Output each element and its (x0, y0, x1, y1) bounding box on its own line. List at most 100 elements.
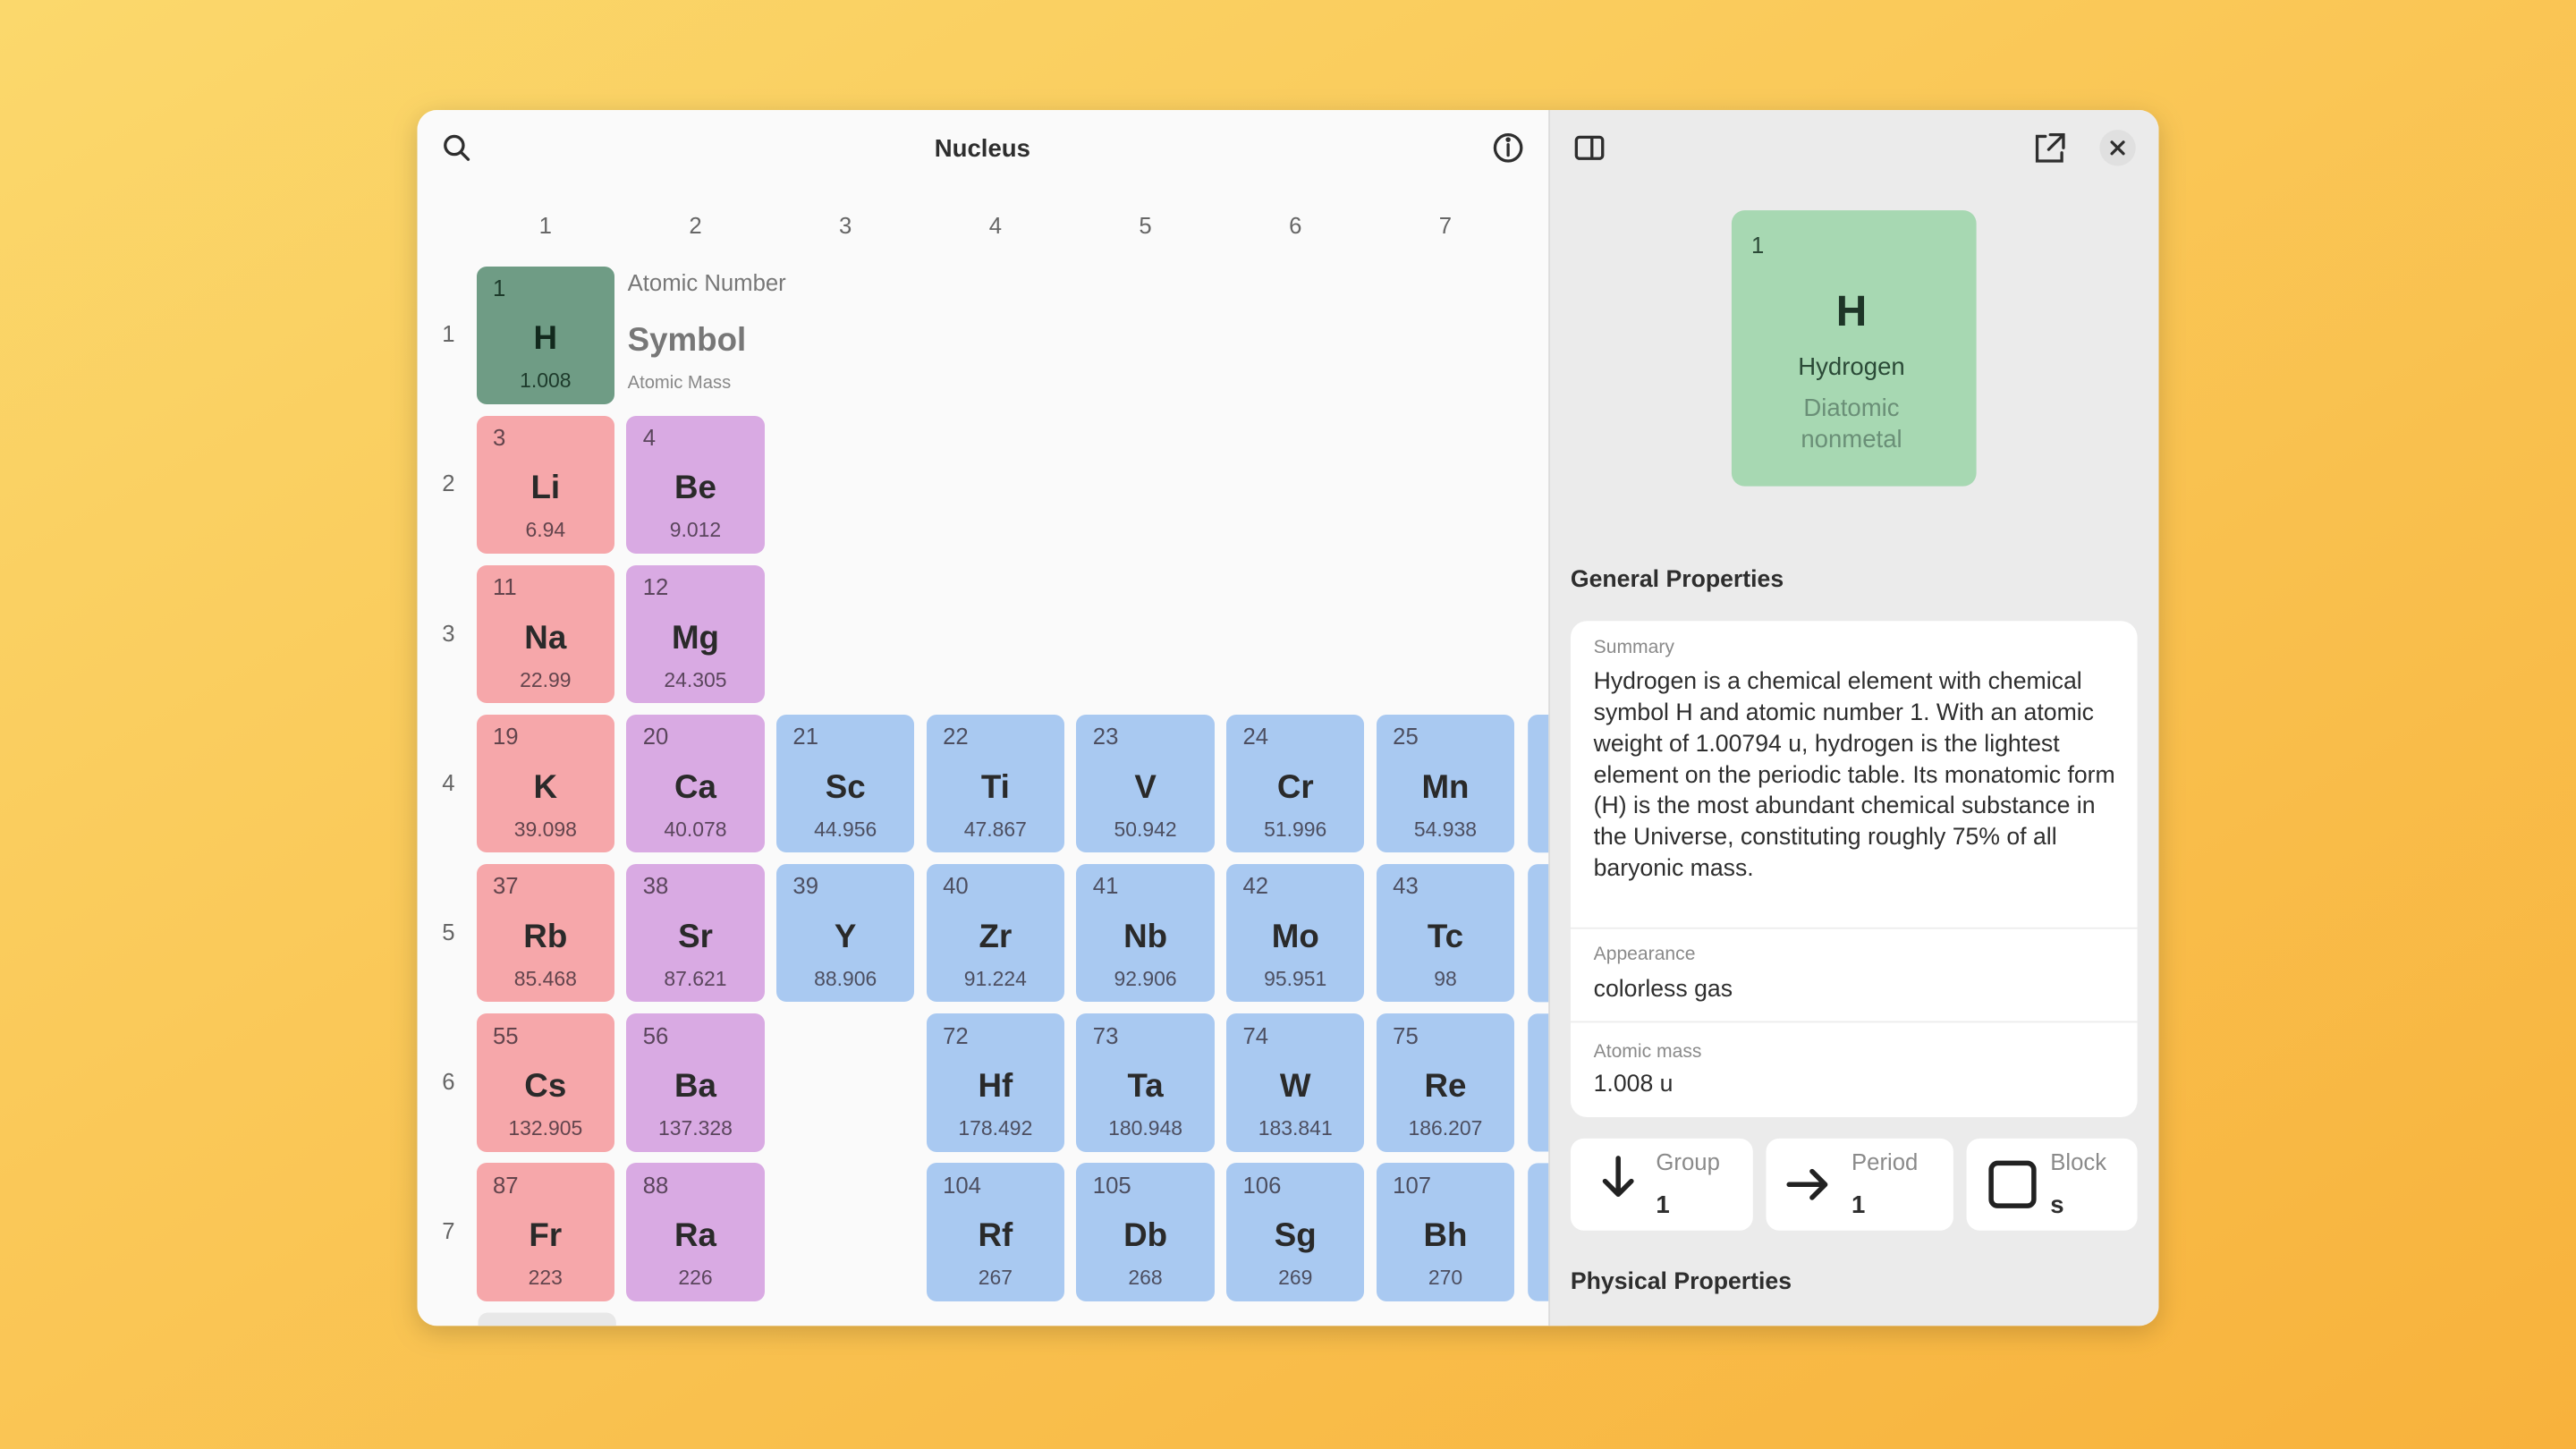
element-tile[interactable] (1376, 1163, 1515, 1301)
period-label: 6 (442, 1069, 455, 1095)
element-tile[interactable] (1226, 714, 1365, 853)
element-tile[interactable] (1376, 714, 1515, 853)
period-label: 2 (442, 471, 455, 497)
detail-symbol: H (1835, 288, 1868, 336)
field-label: Period (1852, 1149, 1919, 1175)
atomic-number: 39 (792, 874, 818, 900)
about-button[interactable] (1493, 132, 1523, 163)
search-button[interactable] (444, 134, 470, 161)
period-box (1766, 1138, 1953, 1231)
group-label: 1 (538, 214, 552, 240)
element-tile[interactable] (776, 714, 915, 853)
element-symbol: Ti (980, 767, 1010, 805)
atomic-mass: 226 (678, 1266, 713, 1290)
atomic-number: 4 (642, 425, 656, 451)
atomic-mass: 54.938 (1413, 817, 1478, 841)
summary-text: Hydrogen is a chemical element with chem… (1593, 667, 2115, 881)
element-symbol: Y (834, 917, 857, 954)
element-symbol: Cr (1276, 767, 1314, 805)
atomic-mass: 91.224 (963, 966, 1027, 990)
field-value: 1.008 u (1593, 1070, 1674, 1097)
element-symbol: Hf (978, 1067, 1013, 1105)
element-symbol: Sr (678, 917, 713, 954)
close-button[interactable] (2099, 130, 2136, 166)
element-tile[interactable] (1226, 1163, 1365, 1301)
key-number: Atomic Number (627, 271, 786, 297)
element-tile[interactable] (626, 714, 765, 853)
element-tile[interactable] (926, 864, 1065, 1003)
element-tile[interactable] (1226, 1013, 1365, 1152)
atomic-number: 42 (1242, 874, 1269, 900)
atomic-number: 1 (493, 275, 506, 301)
atomic-number: 38 (642, 874, 669, 900)
atomic-mass: 180.948 (1108, 1116, 1183, 1140)
sidebar-toggle[interactable] (1574, 135, 1605, 160)
element-tile[interactable] (1076, 714, 1215, 853)
atomic-mass: 183.841 (1258, 1116, 1333, 1140)
element-tile[interactable] (476, 1013, 614, 1152)
atomic-number: 88 (642, 1173, 669, 1199)
element-tile[interactable] (926, 1013, 1065, 1152)
atomic-number: 104 (943, 1173, 981, 1199)
element-symbol: Bh (1423, 1216, 1468, 1254)
open-external-button[interactable] (2035, 132, 2065, 163)
element-tile[interactable] (626, 415, 765, 554)
element-tile[interactable] (1376, 864, 1515, 1003)
element-tile[interactable] (1076, 1163, 1215, 1301)
period-label: 5 (442, 919, 455, 945)
window-title: Nucleus (934, 133, 1030, 162)
element-symbol: Db (1123, 1216, 1168, 1254)
group-label: 2 (689, 214, 702, 240)
atomic-mass: 137.328 (658, 1116, 733, 1140)
element-symbol: Mg (671, 618, 719, 656)
element-tile[interactable] (626, 1163, 765, 1301)
element-tile[interactable] (926, 1163, 1065, 1301)
element-tile[interactable] (926, 714, 1065, 853)
element-tile[interactable] (626, 1013, 765, 1152)
element-symbol: W (1279, 1067, 1311, 1105)
atomic-number: 24 (1242, 724, 1269, 750)
element-tile[interactable] (1076, 1013, 1215, 1152)
element-symbol: Mn (1421, 767, 1470, 805)
field-value: colorless gas (1593, 974, 1733, 1002)
element-tile[interactable] (476, 864, 614, 1003)
section-title: Physical Properties (1570, 1267, 1792, 1294)
atomic-number: 87 (493, 1173, 519, 1199)
atomic-mass: 178.492 (958, 1116, 1033, 1140)
element-symbol: Ra (674, 1216, 716, 1254)
element-tile[interactable] (476, 1163, 614, 1301)
atomic-number: 22 (943, 724, 969, 750)
period-label: 3 (442, 621, 455, 647)
element-tile[interactable] (1076, 864, 1215, 1003)
detail-number: 1 (1750, 233, 1765, 259)
atomic-mass: 40.078 (664, 817, 727, 841)
element-tile[interactable] (476, 266, 614, 404)
atomic-number: 37 (493, 874, 519, 900)
atomic-mass: 47.867 (963, 817, 1027, 841)
atomic-mass: 268 (1128, 1266, 1163, 1290)
atomic-mass: 9.012 (669, 518, 722, 542)
atomic-mass: 39.098 (513, 817, 577, 841)
element-tile[interactable] (626, 864, 765, 1003)
element-symbol: V (1134, 767, 1157, 805)
element-tile[interactable] (476, 415, 614, 554)
element-tile[interactable] (776, 864, 915, 1003)
atomic-mass: 132.905 (508, 1116, 583, 1140)
atomic-mass: 88.906 (814, 966, 877, 990)
atomic-number: 41 (1092, 874, 1119, 900)
element-tile[interactable] (1226, 864, 1365, 1003)
element-symbol: Sg (1274, 1216, 1317, 1254)
atomic-number: 3 (493, 425, 506, 451)
atomic-mass: 6.94 (525, 518, 566, 542)
element-tile[interactable] (476, 714, 614, 853)
atomic-number: 23 (1092, 724, 1119, 750)
element-symbol: H (533, 319, 558, 357)
element-tile[interactable] (1376, 1013, 1515, 1152)
atomic-number: 56 (642, 1023, 669, 1049)
element-tile[interactable] (476, 564, 614, 704)
element-tile[interactable] (626, 564, 765, 704)
element-symbol: Tc (1427, 917, 1464, 954)
atomic-number: 43 (1393, 874, 1419, 900)
element-symbol: Mo (1271, 917, 1319, 954)
atomic-mass: 270 (1428, 1266, 1463, 1290)
